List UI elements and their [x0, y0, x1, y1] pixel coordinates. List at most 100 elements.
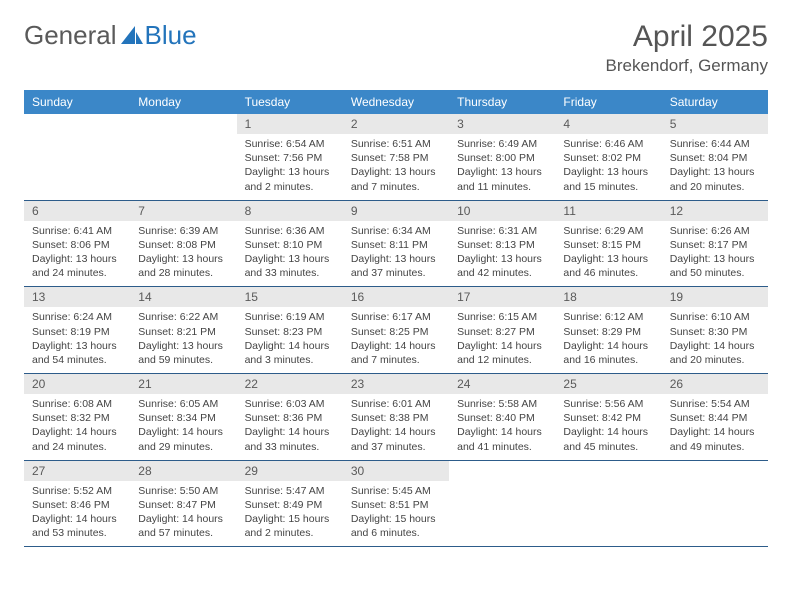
day-cell: 7Sunrise: 6:39 AMSunset: 8:08 PMDaylight…	[130, 200, 236, 287]
empty-cell	[24, 114, 130, 200]
day-cell: 2Sunrise: 6:51 AMSunset: 7:58 PMDaylight…	[343, 114, 449, 200]
day-number: 29	[237, 461, 343, 481]
day-number: 20	[24, 374, 130, 394]
day-cell: 11Sunrise: 6:29 AMSunset: 8:15 PMDayligh…	[555, 200, 661, 287]
weekday-row: SundayMondayTuesdayWednesdayThursdayFrid…	[24, 90, 768, 114]
logo-text-2: Blue	[145, 20, 197, 51]
day-content: Sunrise: 6:46 AMSunset: 8:02 PMDaylight:…	[555, 134, 661, 200]
day-number: 10	[449, 201, 555, 221]
day-number: 21	[130, 374, 236, 394]
logo: General Blue	[24, 20, 197, 51]
day-number: 3	[449, 114, 555, 134]
day-content: Sunrise: 6:15 AMSunset: 8:27 PMDaylight:…	[449, 307, 555, 373]
day-content: Sunrise: 6:24 AMSunset: 8:19 PMDaylight:…	[24, 307, 130, 373]
day-number: 22	[237, 374, 343, 394]
day-number: 9	[343, 201, 449, 221]
day-cell: 17Sunrise: 6:15 AMSunset: 8:27 PMDayligh…	[449, 287, 555, 374]
day-content: Sunrise: 6:34 AMSunset: 8:11 PMDaylight:…	[343, 221, 449, 287]
day-number: 8	[237, 201, 343, 221]
day-content: Sunrise: 5:45 AMSunset: 8:51 PMDaylight:…	[343, 481, 449, 547]
day-number: 2	[343, 114, 449, 134]
calendar-body: 1Sunrise: 6:54 AMSunset: 7:56 PMDaylight…	[24, 114, 768, 547]
day-content: Sunrise: 5:47 AMSunset: 8:49 PMDaylight:…	[237, 481, 343, 547]
day-cell: 16Sunrise: 6:17 AMSunset: 8:25 PMDayligh…	[343, 287, 449, 374]
day-content: Sunrise: 6:41 AMSunset: 8:06 PMDaylight:…	[24, 221, 130, 287]
day-cell: 10Sunrise: 6:31 AMSunset: 8:13 PMDayligh…	[449, 200, 555, 287]
day-cell: 5Sunrise: 6:44 AMSunset: 8:04 PMDaylight…	[662, 114, 768, 200]
day-number: 4	[555, 114, 661, 134]
day-content: Sunrise: 6:05 AMSunset: 8:34 PMDaylight:…	[130, 394, 236, 460]
day-content: Sunrise: 5:56 AMSunset: 8:42 PMDaylight:…	[555, 394, 661, 460]
day-number: 14	[130, 287, 236, 307]
empty-cell	[662, 460, 768, 547]
day-cell: 12Sunrise: 6:26 AMSunset: 8:17 PMDayligh…	[662, 200, 768, 287]
day-cell: 4Sunrise: 6:46 AMSunset: 8:02 PMDaylight…	[555, 114, 661, 200]
calendar-head: SundayMondayTuesdayWednesdayThursdayFrid…	[24, 90, 768, 114]
day-number: 17	[449, 287, 555, 307]
day-number: 6	[24, 201, 130, 221]
day-content: Sunrise: 6:39 AMSunset: 8:08 PMDaylight:…	[130, 221, 236, 287]
weekday-header: Saturday	[662, 90, 768, 114]
day-number: 18	[555, 287, 661, 307]
day-cell: 1Sunrise: 6:54 AMSunset: 7:56 PMDaylight…	[237, 114, 343, 200]
calendar-table: SundayMondayTuesdayWednesdayThursdayFrid…	[24, 90, 768, 547]
calendar-row: 20Sunrise: 6:08 AMSunset: 8:32 PMDayligh…	[24, 374, 768, 461]
location: Brekendorf, Germany	[605, 56, 768, 76]
day-content: Sunrise: 6:12 AMSunset: 8:29 PMDaylight:…	[555, 307, 661, 373]
weekday-header: Monday	[130, 90, 236, 114]
day-cell: 25Sunrise: 5:56 AMSunset: 8:42 PMDayligh…	[555, 374, 661, 461]
day-cell: 28Sunrise: 5:50 AMSunset: 8:47 PMDayligh…	[130, 460, 236, 547]
weekday-header: Friday	[555, 90, 661, 114]
day-cell: 29Sunrise: 5:47 AMSunset: 8:49 PMDayligh…	[237, 460, 343, 547]
day-content: Sunrise: 6:54 AMSunset: 7:56 PMDaylight:…	[237, 134, 343, 200]
day-cell: 15Sunrise: 6:19 AMSunset: 8:23 PMDayligh…	[237, 287, 343, 374]
day-content: Sunrise: 5:50 AMSunset: 8:47 PMDaylight:…	[130, 481, 236, 547]
day-content: Sunrise: 6:36 AMSunset: 8:10 PMDaylight:…	[237, 221, 343, 287]
calendar-row: 1Sunrise: 6:54 AMSunset: 7:56 PMDaylight…	[24, 114, 768, 200]
page-header: General Blue April 2025 Brekendorf, Germ…	[24, 20, 768, 76]
day-cell: 18Sunrise: 6:12 AMSunset: 8:29 PMDayligh…	[555, 287, 661, 374]
day-cell: 6Sunrise: 6:41 AMSunset: 8:06 PMDaylight…	[24, 200, 130, 287]
day-content: Sunrise: 6:44 AMSunset: 8:04 PMDaylight:…	[662, 134, 768, 200]
day-cell: 27Sunrise: 5:52 AMSunset: 8:46 PMDayligh…	[24, 460, 130, 547]
day-cell: 22Sunrise: 6:03 AMSunset: 8:36 PMDayligh…	[237, 374, 343, 461]
day-content: Sunrise: 6:26 AMSunset: 8:17 PMDaylight:…	[662, 221, 768, 287]
weekday-header: Thursday	[449, 90, 555, 114]
day-content: Sunrise: 5:52 AMSunset: 8:46 PMDaylight:…	[24, 481, 130, 547]
day-number: 13	[24, 287, 130, 307]
day-content: Sunrise: 6:19 AMSunset: 8:23 PMDaylight:…	[237, 307, 343, 373]
day-cell: 26Sunrise: 5:54 AMSunset: 8:44 PMDayligh…	[662, 374, 768, 461]
day-content: Sunrise: 6:51 AMSunset: 7:58 PMDaylight:…	[343, 134, 449, 200]
day-number: 27	[24, 461, 130, 481]
day-content: Sunrise: 5:54 AMSunset: 8:44 PMDaylight:…	[662, 394, 768, 460]
day-cell: 20Sunrise: 6:08 AMSunset: 8:32 PMDayligh…	[24, 374, 130, 461]
day-content: Sunrise: 6:01 AMSunset: 8:38 PMDaylight:…	[343, 394, 449, 460]
day-number: 23	[343, 374, 449, 394]
calendar-row: 13Sunrise: 6:24 AMSunset: 8:19 PMDayligh…	[24, 287, 768, 374]
day-content: Sunrise: 6:31 AMSunset: 8:13 PMDaylight:…	[449, 221, 555, 287]
day-cell: 8Sunrise: 6:36 AMSunset: 8:10 PMDaylight…	[237, 200, 343, 287]
day-cell: 9Sunrise: 6:34 AMSunset: 8:11 PMDaylight…	[343, 200, 449, 287]
day-number: 7	[130, 201, 236, 221]
day-number: 15	[237, 287, 343, 307]
day-cell: 14Sunrise: 6:22 AMSunset: 8:21 PMDayligh…	[130, 287, 236, 374]
day-content: Sunrise: 6:10 AMSunset: 8:30 PMDaylight:…	[662, 307, 768, 373]
day-content: Sunrise: 5:58 AMSunset: 8:40 PMDaylight:…	[449, 394, 555, 460]
day-cell: 21Sunrise: 6:05 AMSunset: 8:34 PMDayligh…	[130, 374, 236, 461]
logo-text-1: General	[24, 20, 117, 51]
empty-cell	[449, 460, 555, 547]
day-content: Sunrise: 6:17 AMSunset: 8:25 PMDaylight:…	[343, 307, 449, 373]
day-number: 28	[130, 461, 236, 481]
day-number: 19	[662, 287, 768, 307]
day-cell: 13Sunrise: 6:24 AMSunset: 8:19 PMDayligh…	[24, 287, 130, 374]
day-content: Sunrise: 6:22 AMSunset: 8:21 PMDaylight:…	[130, 307, 236, 373]
title-block: April 2025 Brekendorf, Germany	[605, 20, 768, 76]
day-number: 16	[343, 287, 449, 307]
day-number: 5	[662, 114, 768, 134]
day-cell: 24Sunrise: 5:58 AMSunset: 8:40 PMDayligh…	[449, 374, 555, 461]
calendar-row: 27Sunrise: 5:52 AMSunset: 8:46 PMDayligh…	[24, 460, 768, 547]
day-cell: 30Sunrise: 5:45 AMSunset: 8:51 PMDayligh…	[343, 460, 449, 547]
day-number: 30	[343, 461, 449, 481]
empty-cell	[130, 114, 236, 200]
day-content: Sunrise: 6:08 AMSunset: 8:32 PMDaylight:…	[24, 394, 130, 460]
